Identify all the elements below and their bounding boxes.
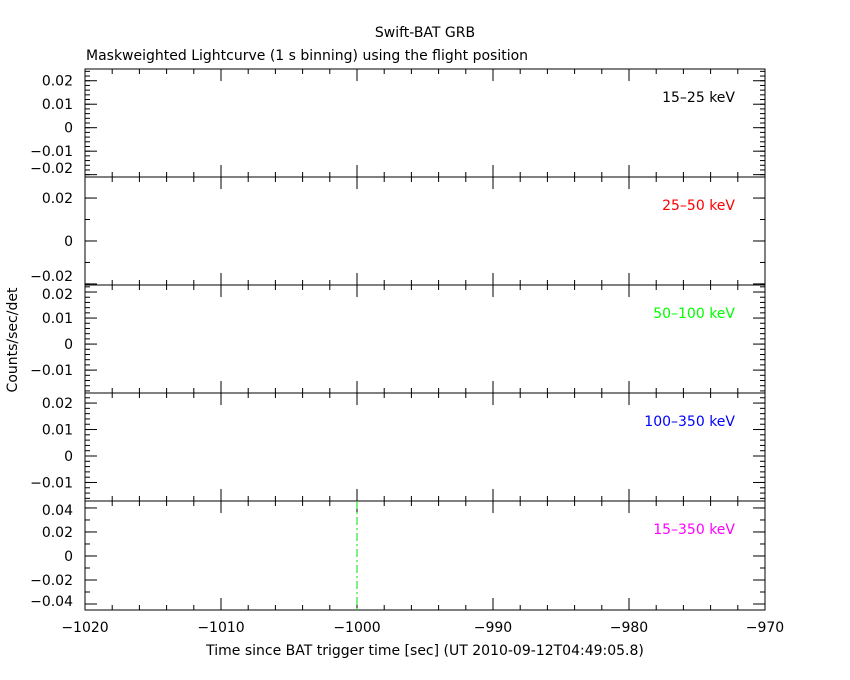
y-tick-label: 0 — [64, 234, 73, 250]
panel-frame — [84, 284, 766, 394]
y-tick-label: −0.01 — [30, 363, 73, 379]
x-tick-label: −1010 — [197, 620, 244, 636]
y-tick-label: 0 — [64, 337, 73, 353]
y-tick-label: 0.02 — [42, 191, 73, 207]
panel-label: 15–350 keV — [653, 522, 735, 538]
x-tick-label: −1000 — [333, 620, 380, 636]
y-tick-label: 0.01 — [42, 311, 73, 327]
x-tick-label: −970 — [746, 620, 784, 636]
y-tick-label: 0.02 — [42, 74, 73, 90]
y-tick-label: −0.01 — [30, 144, 73, 160]
panel-frame — [84, 392, 766, 502]
y-tick-label: 0.02 — [42, 396, 73, 412]
y-tick-label: 0 — [64, 549, 73, 565]
y-tick-label: −0.01 — [30, 475, 73, 491]
y-tick-label: 0.02 — [42, 287, 73, 303]
x-tick-label: −1020 — [61, 620, 108, 636]
chart-subtitle: Maskweighted Lightcurve (1 s binning) us… — [86, 48, 528, 64]
y-tick-label: 0.02 — [42, 525, 73, 541]
y-tick-label: −0.04 — [30, 594, 73, 610]
panel-label: 15–25 keV — [662, 90, 735, 106]
x-axis-label: Time since BAT trigger time [sec] (UT 20… — [205, 643, 644, 659]
x-tick-label: −990 — [474, 620, 512, 636]
y-tick-label: −0.02 — [30, 269, 73, 285]
y-tick-label: −0.02 — [30, 161, 73, 177]
y-axis-label: Counts/sec/det — [5, 287, 21, 392]
panel-frame — [84, 500, 766, 611]
y-tick-label: −0.02 — [30, 573, 73, 589]
panel-label: 100–350 keV — [644, 414, 735, 430]
y-tick-label: 0.01 — [42, 97, 73, 113]
chart-title: Swift-BAT GRB — [375, 25, 475, 41]
panel-label: 50–100 keV — [653, 306, 735, 322]
y-tick-label: 0.01 — [42, 423, 73, 439]
y-tick-label: 0.04 — [42, 503, 73, 519]
panel-frame — [84, 176, 766, 286]
panel-frame — [84, 68, 766, 178]
x-tick-label: −980 — [610, 620, 648, 636]
panel-label: 25–50 keV — [662, 198, 735, 214]
y-tick-label: 0 — [64, 449, 73, 465]
y-tick-label: 0 — [64, 121, 73, 137]
